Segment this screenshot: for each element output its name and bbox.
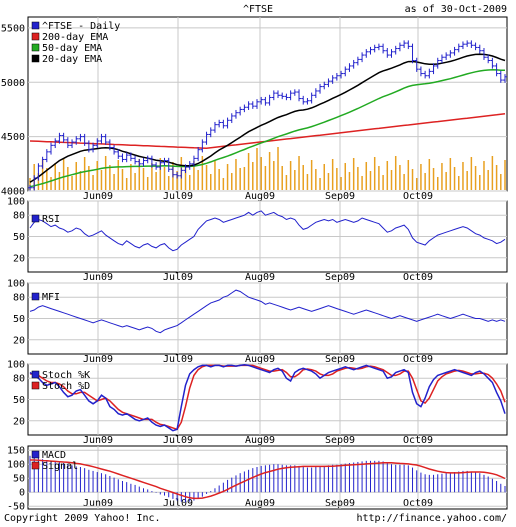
legend-label-ema20: 20-day EMA	[42, 54, 102, 65]
y-tick-label: 80	[13, 211, 25, 222]
y-tick-label: 4000	[1, 187, 25, 198]
month-tick-label: Oct09	[403, 435, 433, 446]
y-tick-label: 5000	[1, 78, 25, 89]
copyright-text: Copyright 2009 Yahoo! Inc.	[4, 513, 161, 524]
rsi-line	[29, 210, 506, 252]
month-tick-label: Oct09	[403, 272, 433, 283]
legend-swatch-ema200	[31, 32, 40, 41]
month-tick-label: Aug09	[245, 435, 275, 446]
y-tick-label: 20	[13, 253, 25, 264]
month-tick-label: Jul09	[163, 435, 193, 446]
legend-swatch-macd	[31, 450, 40, 459]
y-tick-label: 50	[13, 395, 25, 406]
legend-swatch-signal	[31, 461, 40, 470]
macd-panel-frame	[27, 445, 508, 510]
legend-label-stoch_d: Stoch %D	[42, 381, 90, 392]
y-tick-label: 50	[13, 232, 25, 243]
y-tick-label: 100	[7, 279, 25, 290]
legend-swatch-ema50	[31, 43, 40, 52]
stoch-panel: Jun09 Jul09 Aug09 Sep09 Oct09 20 50 80 100 Stoch …	[7, 360, 508, 446]
month-tick-label: Oct09	[403, 498, 433, 509]
source-url: http://finance.yahoo.com/	[356, 513, 507, 524]
month-tick-label: Aug09	[245, 272, 275, 283]
legend-label-price: ^FTSE - Daily	[42, 21, 120, 32]
legend-label-mfi: MFI	[42, 292, 60, 303]
ema50-line	[29, 68, 506, 188]
legend-swatch-stoch_d	[31, 381, 40, 390]
legend-swatch-rsi	[31, 214, 40, 223]
month-tick-label: Aug09	[245, 354, 275, 365]
signal-line	[30, 459, 506, 500]
chart-title: ^FTSE	[243, 4, 273, 15]
y-tick-label: -50	[7, 502, 25, 513]
month-tick-label: Sep09	[325, 354, 355, 365]
legend-swatch-stoch_k	[31, 370, 40, 379]
month-tick-label: Aug09	[245, 191, 275, 202]
ema20-line	[29, 53, 506, 183]
stoch-d-line	[30, 364, 506, 431]
month-tick-label: Oct09	[403, 354, 433, 365]
y-tick-label: 4500	[1, 132, 25, 143]
y-tick-label: 5500	[1, 23, 25, 34]
legend-label-ema200: 200-day EMA	[42, 32, 108, 43]
price-panel-frame	[27, 16, 508, 192]
y-tick-label: 0	[19, 488, 25, 499]
month-tick-label: Oct09	[403, 191, 433, 202]
legend-label-ema50: 50-day EMA	[42, 43, 102, 54]
month-tick-label: Sep09	[325, 435, 355, 446]
y-tick-label: 50	[13, 314, 25, 325]
rsi-panel: Jun09 Jul09 Aug09 Sep09 Oct09 20 50 80 100 RSI	[7, 197, 508, 283]
month-tick-label: Jul09	[163, 272, 193, 283]
y-tick-label: 20	[13, 335, 25, 346]
y-tick-label: 150	[7, 446, 25, 457]
price-panel: Jun09 Jul09 Aug09 Sep09 Oct09 4000 4500 5000 550…	[1, 16, 508, 202]
month-tick-label: Jun09	[83, 272, 113, 283]
as-of-date: as of 30-Oct-2009	[405, 4, 507, 15]
month-tick-label: Jun09	[83, 435, 113, 446]
y-tick-label: 80	[13, 293, 25, 304]
y-tick-label: 50	[13, 474, 25, 485]
legend-swatch-mfi	[31, 292, 40, 301]
legend-swatch-price	[31, 21, 40, 30]
y-tick-label: 80	[13, 374, 25, 385]
legend-label-stoch_k: Stoch %K	[42, 370, 90, 381]
month-tick-label: Sep09	[325, 498, 355, 509]
y-tick-label: 100	[7, 460, 25, 471]
month-tick-label: Jul09	[163, 191, 193, 202]
month-tick-label: Jul09	[163, 498, 193, 509]
month-tick-label: Jul09	[163, 354, 193, 365]
y-tick-label: 20	[13, 416, 25, 427]
legend-label-macd: MACD	[42, 450, 66, 461]
legend-label-rsi: RSI	[42, 214, 60, 225]
month-tick-label: Sep09	[325, 272, 355, 283]
legend-swatch-ema20	[31, 54, 40, 63]
y-tick-label: 100	[7, 197, 25, 208]
month-tick-label: Aug09	[245, 498, 275, 509]
month-tick-label: Jun09	[83, 191, 113, 202]
stoch-k-line	[29, 363, 506, 432]
month-tick-label: Sep09	[325, 191, 355, 202]
month-tick-label: Jun09	[83, 498, 113, 509]
legend-label-signal: Signal	[42, 461, 78, 472]
macd-panel: Jun09 Jul09 Aug09 Sep09 Oct09 -50 0 50 100 150 MAC…	[7, 445, 508, 513]
mfi-panel: Jun09 Jul09 Aug09 Sep09 Oct09 20 50 80 100 MFI	[7, 279, 508, 365]
mfi-line	[29, 289, 506, 334]
y-tick-label: 100	[7, 360, 25, 371]
month-tick-label: Jun09	[83, 354, 113, 365]
